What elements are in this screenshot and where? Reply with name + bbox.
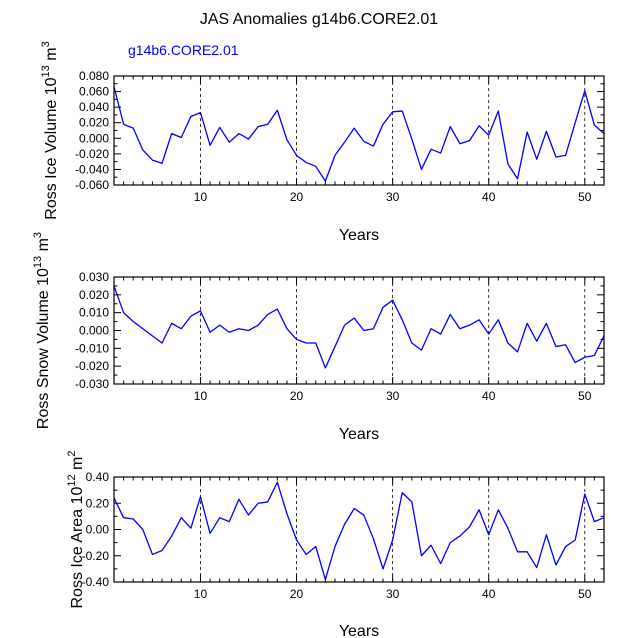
ice-volume-x-tick-label: 30 bbox=[386, 190, 400, 204]
ice-area-panel: 10 20 30 40 50 -0.40 -0.20 0.00 0.20 0.40 Years Ros… bbox=[66, 451, 605, 638]
ice-volume-y-tick-label: -0.020 bbox=[75, 147, 109, 161]
ice-area-y-tick-label: 0.20 bbox=[86, 496, 110, 510]
snow-volume-y-tick-label: 0.020 bbox=[79, 288, 109, 302]
ice-volume-x-tick-label: 40 bbox=[482, 190, 496, 204]
ice-volume-x-axis-label: Years bbox=[339, 227, 379, 244]
ice-volume-y-tick-label: -0.040 bbox=[75, 162, 109, 176]
snow-volume-y-tick-label: -0.010 bbox=[75, 341, 109, 355]
ice-area-y-axis-label: Ross Ice Area 1012 m2 bbox=[66, 451, 86, 609]
snow-volume-y-tick-label: -0.020 bbox=[75, 359, 109, 373]
ice-volume-x-tick-label: 50 bbox=[578, 190, 592, 204]
ice-area-y-tick-label: 0.00 bbox=[86, 523, 110, 537]
ice-volume-series-line bbox=[113, 86, 605, 182]
ice-area-y-tick-label: 0.40 bbox=[86, 470, 110, 484]
snow-volume-y-tick-label: 0.000 bbox=[79, 324, 109, 338]
snow-volume-x-tick-label: 50 bbox=[578, 389, 592, 403]
ice-volume-y-tick-label: 0.080 bbox=[79, 69, 109, 83]
ice-volume-y-tick-label: 0.000 bbox=[79, 131, 109, 145]
snow-volume-y-tick-label: 0.030 bbox=[79, 270, 109, 284]
snow-volume-x-tick-label: 30 bbox=[386, 389, 400, 403]
ice-volume-y-tick-label: 0.020 bbox=[79, 116, 109, 130]
ice-area-x-tick-label: 30 bbox=[386, 587, 400, 601]
snow-volume-x-tick-label: 10 bbox=[194, 389, 208, 403]
ice-area-y-tick-label: -0.20 bbox=[82, 549, 110, 563]
ice-volume-y-tick-label: 0.040 bbox=[79, 100, 109, 114]
snow-volume-y-tick-label: -0.030 bbox=[75, 377, 109, 391]
ice-volume-y-tick-label: 0.060 bbox=[79, 85, 109, 99]
snow-volume-series-line bbox=[113, 285, 605, 369]
legend-label: g14b6.CORE2.01 bbox=[128, 42, 239, 58]
snow-volume-y-axis-label: Ross Snow Volume 1013 m3 bbox=[32, 232, 52, 429]
ice-area-x-tick-label: 20 bbox=[290, 587, 304, 601]
ice-volume-y-axis-label: Ross Ice Volume 1013 m3 bbox=[40, 41, 60, 219]
snow-volume-x-tick-label: 20 bbox=[290, 389, 304, 403]
ice-volume-y-tick-label: -0.060 bbox=[75, 178, 109, 192]
ice-volume-plot-frame bbox=[113, 75, 605, 186]
ice-area-series-line bbox=[113, 481, 605, 581]
snow-volume-x-axis-label: Years bbox=[339, 426, 379, 443]
ice-area-x-axis-label: Years bbox=[339, 623, 379, 638]
ice-area-x-tick-label: 10 bbox=[194, 587, 208, 601]
ice-volume-x-tick-label: 10 bbox=[194, 190, 208, 204]
ice-area-y-tick-label: -0.40 bbox=[82, 575, 110, 589]
ice-area-x-tick-label: 50 bbox=[578, 587, 592, 601]
snow-volume-panel: 10 20 30 40 50 -0.030 -0.020 -0.010 0.000 0.010 0.… bbox=[32, 232, 605, 443]
ice-volume-x-tick-label: 20 bbox=[290, 190, 304, 204]
snow-volume-y-tick-label: 0.010 bbox=[79, 306, 109, 320]
snow-volume-x-tick-label: 40 bbox=[482, 389, 496, 403]
ice-area-plot-frame bbox=[113, 476, 605, 583]
ice-area-x-tick-label: 40 bbox=[482, 587, 496, 601]
figure-title: JAS Anomalies g14b6.CORE2.01 bbox=[200, 11, 438, 28]
